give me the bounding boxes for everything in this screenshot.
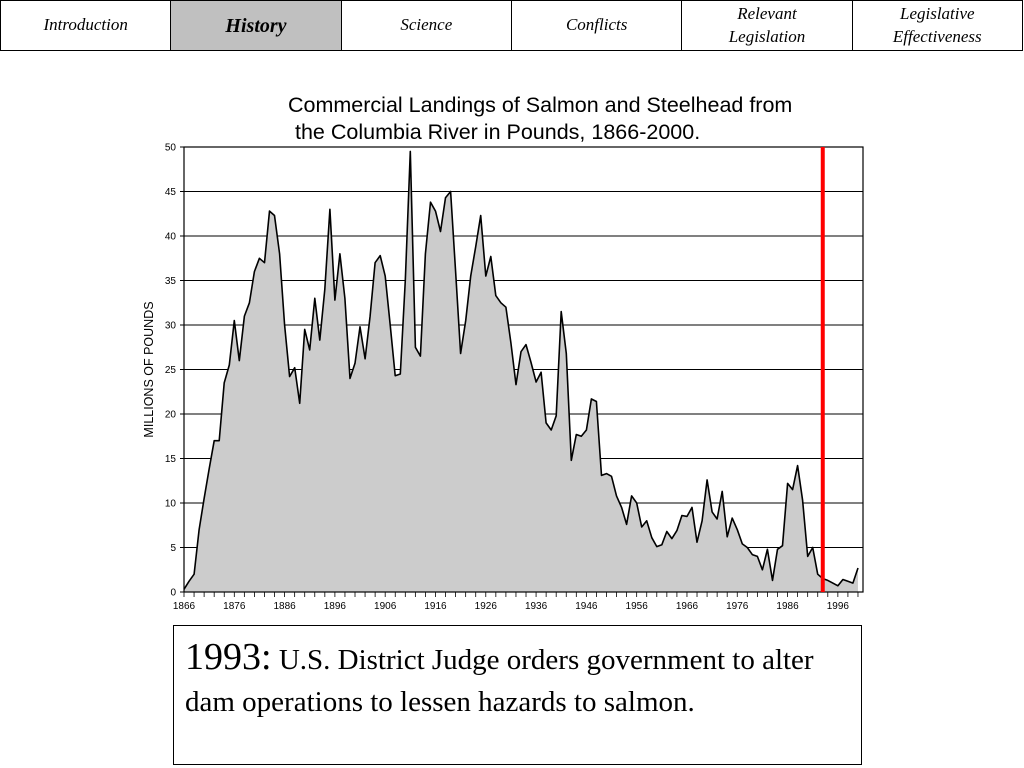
y-tick-label: 40 xyxy=(165,232,177,243)
tab-label: Introduction xyxy=(43,14,127,36)
x-tick-label: 1966 xyxy=(676,601,699,612)
chart-title-line-2: the Columbia River in Pounds, 1866-2000. xyxy=(295,120,701,144)
y-axis-label: MILLIONS OF POUNDS xyxy=(142,301,156,437)
top-nav-bar: Introduction History Science Conflicts Relev… xyxy=(0,0,1023,51)
tab-label-line: Effectiveness xyxy=(892,26,982,46)
x-tick-label: 1986 xyxy=(776,601,799,612)
tab-label-line: Legislative xyxy=(899,4,975,24)
tab-label: Science xyxy=(400,14,452,36)
tab-relevant-legislation[interactable]: Relevant Legislation xyxy=(681,0,853,51)
y-tick-label: 0 xyxy=(170,588,176,599)
y-tick-label: 30 xyxy=(165,321,177,332)
y-tick-label: 15 xyxy=(165,454,177,465)
y-tick-label: 35 xyxy=(165,276,177,287)
series-line xyxy=(183,150,859,590)
y-tick-label: 20 xyxy=(165,410,177,421)
tab-label: Legislative Effectiveness xyxy=(893,3,982,47)
tab-label-line: Legislation xyxy=(728,26,806,46)
tab-label: History xyxy=(225,13,286,39)
tab-label-line: History xyxy=(225,14,287,37)
tab-label: Relevant Legislation xyxy=(729,3,806,47)
x-tick-label: 1956 xyxy=(626,601,649,612)
tab-label-line: Relevant xyxy=(737,4,797,24)
y-tick-label: 50 xyxy=(165,143,177,154)
y-tick-label: 10 xyxy=(165,499,177,510)
x-tick-label: 1876 xyxy=(223,601,246,612)
x-tick-label: 1886 xyxy=(273,601,296,612)
chart-title-line-1: Commercial Landings of Salmon and Steelh… xyxy=(288,93,793,117)
x-tick-label: 1906 xyxy=(374,601,397,612)
x-tick-label: 1916 xyxy=(424,601,447,612)
tab-legislative-effectiveness[interactable]: Legislative Effectiveness xyxy=(851,0,1023,51)
x-tick-label: 1936 xyxy=(525,601,548,612)
tab-label-line: Science xyxy=(400,15,453,35)
x-tick-label: 1976 xyxy=(726,601,749,612)
tab-label: Conflicts xyxy=(566,14,627,36)
tab-label-line: Conflicts xyxy=(565,15,628,35)
tab-history[interactable]: History xyxy=(170,0,342,51)
x-tick-label: 1946 xyxy=(575,601,598,612)
x-tick-label: 1896 xyxy=(324,601,347,612)
caption-year: 1993: xyxy=(185,636,272,678)
caption-text: U.S. District Judge orders government to… xyxy=(185,644,814,718)
y-tick-label: 45 xyxy=(165,187,177,198)
series-area xyxy=(184,151,858,592)
chart-title: Commercial Landings of Salmon and Steelh… xyxy=(288,92,888,146)
x-tick-label: 1866 xyxy=(173,601,196,612)
y-tick-label: 5 xyxy=(170,543,176,554)
caption-box: 1993: U.S. District Judge orders governm… xyxy=(173,625,862,765)
x-tick-label: 1996 xyxy=(827,601,850,612)
tab-label-line: Introduction xyxy=(43,15,128,35)
x-tick-label: 1926 xyxy=(475,601,498,612)
y-tick-label: 25 xyxy=(165,365,177,376)
